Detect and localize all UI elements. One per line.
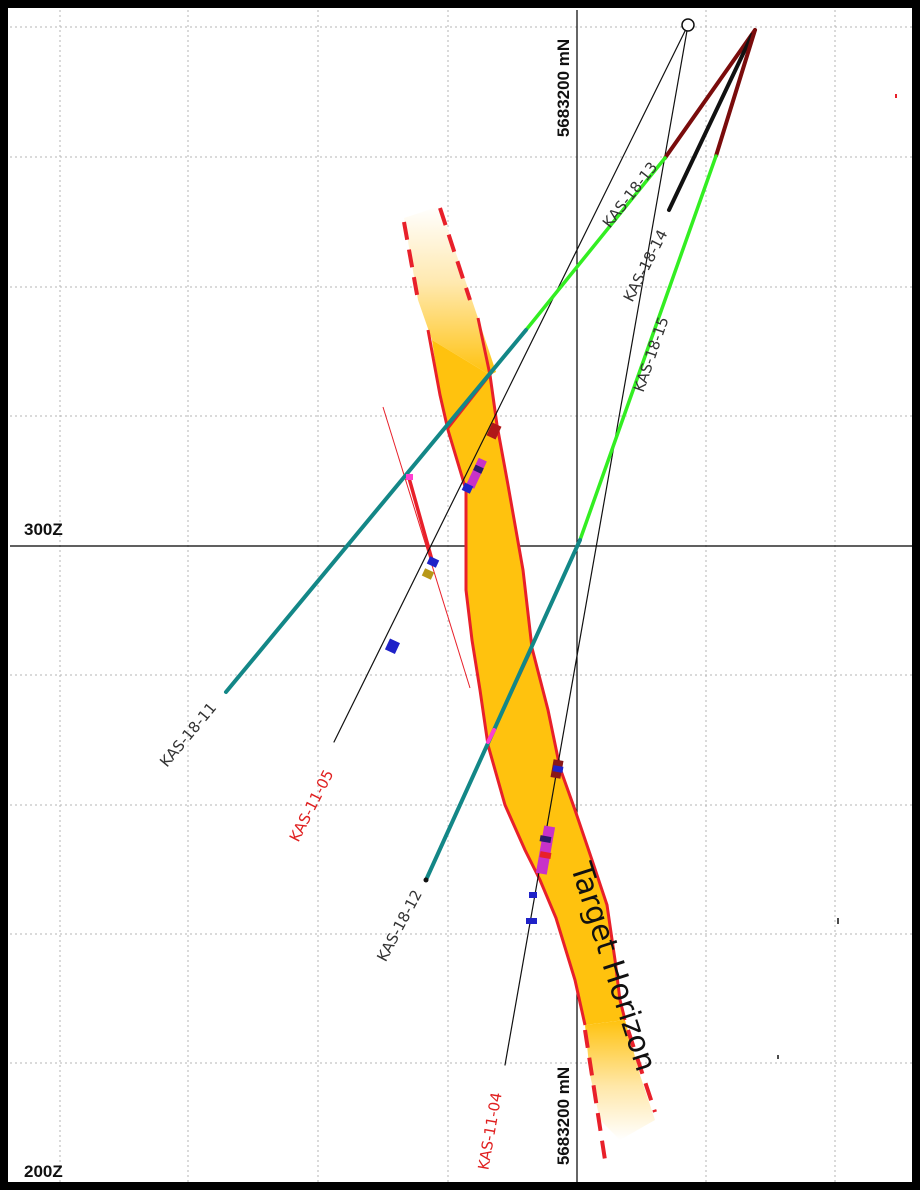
horizon-fade-bottom	[585, 1020, 655, 1140]
trace-kas-18-15-green	[578, 154, 718, 542]
assay-marker	[539, 835, 552, 843]
drill-traces	[224, 18, 757, 1066]
trace-pink-tick	[486, 728, 496, 744]
trace-kas-18-15-maroon	[714, 28, 757, 158]
trace-kas-11-04	[504, 24, 689, 1066]
horizon-edge-dash	[402, 221, 420, 301]
horizon-edge-dash	[583, 1029, 607, 1161]
assay-marker	[486, 422, 502, 440]
elevation-label-300z: 300Z	[24, 520, 63, 539]
assay-marker	[384, 638, 400, 654]
assay-marker	[406, 474, 413, 480]
horizon-edge-dash	[438, 207, 472, 301]
assay-marker	[529, 892, 537, 898]
thin-red-line	[382, 406, 471, 689]
trace-kas-11-05	[333, 24, 689, 743]
trace-kas-18-13-maroon	[663, 28, 757, 160]
trace-kas-18-12-teal	[424, 538, 582, 882]
assay-marker	[552, 765, 564, 773]
assay-marker	[539, 851, 552, 859]
horizon-edge-left	[426, 329, 587, 1026]
trace-kas-18-14	[667, 33, 754, 212]
assay-marker	[466, 457, 487, 489]
assay-marker	[526, 918, 537, 924]
assay-marker	[426, 556, 440, 568]
horizon-edge-right	[476, 317, 627, 1021]
thick-red-segment	[407, 477, 434, 561]
trace-kas-18-11-teal	[224, 328, 528, 694]
assay-markers	[384, 422, 564, 924]
northing-label-bottom: 5683200 mN	[554, 1067, 573, 1165]
assay-marker	[473, 464, 484, 474]
elevation-label-200z: 200Z	[24, 1162, 63, 1181]
assay-marker	[421, 568, 435, 580]
grid	[10, 10, 918, 1182]
assay-marker	[461, 482, 474, 494]
horizon-fade-top	[404, 206, 496, 375]
trace-end-marker	[423, 877, 429, 883]
horizon-body	[432, 340, 625, 1025]
collar-marker	[681, 18, 695, 32]
northing-label-top: 5683200 mN	[554, 39, 573, 137]
horizon-edge-dash	[626, 1029, 657, 1113]
trace-kas-18-13-green	[524, 156, 667, 332]
